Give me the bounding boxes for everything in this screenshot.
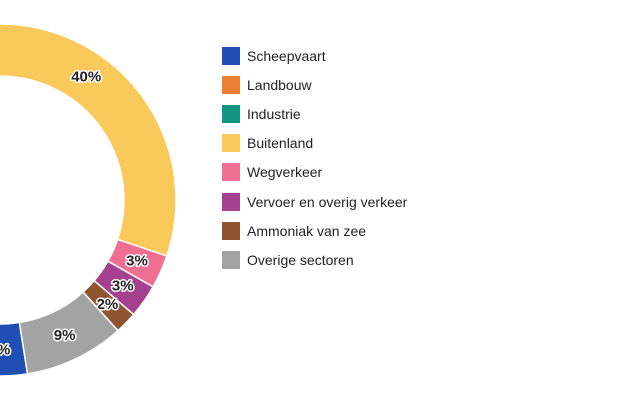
legend-item-vervoer-en-overig-verkeer[interactable]: Vervoer en overig verkeer bbox=[222, 187, 407, 216]
slice-label-wegverkeer: 3% bbox=[126, 253, 148, 270]
legend-swatch bbox=[222, 104, 240, 123]
slice-label-buitenland: 40% bbox=[71, 69, 101, 86]
legend-swatch bbox=[222, 134, 240, 153]
legend-swatch bbox=[222, 250, 240, 269]
legend-label: Ammoniak van zee bbox=[247, 222, 367, 239]
legend-swatch bbox=[222, 192, 240, 211]
legend-swatch bbox=[222, 221, 240, 240]
slice-label-ammoniak-van-zee: 2% bbox=[97, 296, 119, 313]
legend-swatch bbox=[222, 163, 240, 182]
legend-label: Overige sectoren bbox=[247, 251, 354, 268]
legend-label: Industrie bbox=[247, 105, 301, 122]
chart-legend: Scheepvaart Landbouw Industrie Buitenland We… bbox=[222, 41, 407, 275]
slice-scheepvaart[interactable] bbox=[0, 321, 29, 377]
legend-item-ammoniak-van-zee[interactable]: Ammoniak van zee bbox=[222, 216, 407, 245]
slice-label-scheepvaart: 5% bbox=[0, 341, 10, 358]
legend-swatch bbox=[222, 46, 240, 65]
legend-item-buitenland[interactable]: Buitenland bbox=[222, 129, 407, 158]
slice-buitenland[interactable] bbox=[0, 23, 177, 257]
legend-item-scheepvaart[interactable]: Scheepvaart bbox=[222, 41, 407, 70]
legend-label: Buitenland bbox=[247, 135, 314, 152]
legend-label: Scheepvaart bbox=[247, 47, 326, 64]
legend-item-wegverkeer[interactable]: Wegverkeer bbox=[222, 158, 407, 187]
legend-swatch bbox=[222, 75, 240, 94]
slice-overige-sectoren[interactable] bbox=[18, 291, 119, 375]
slice-label-vervoer-en-overig-verkeer: 3% bbox=[112, 278, 134, 295]
legend-label: Landbouw bbox=[247, 76, 312, 93]
legend-item-overige-sectoren[interactable]: Overige sectoren bbox=[222, 245, 407, 274]
legend-item-industrie[interactable]: Industrie bbox=[222, 99, 407, 128]
slice-label-overige-sectoren: 9% bbox=[54, 327, 76, 344]
legend-label: Wegverkeer bbox=[247, 164, 323, 181]
legend-item-landbouw[interactable]: Landbouw bbox=[222, 70, 407, 99]
legend-label: Vervoer en overig verkeer bbox=[247, 193, 408, 210]
